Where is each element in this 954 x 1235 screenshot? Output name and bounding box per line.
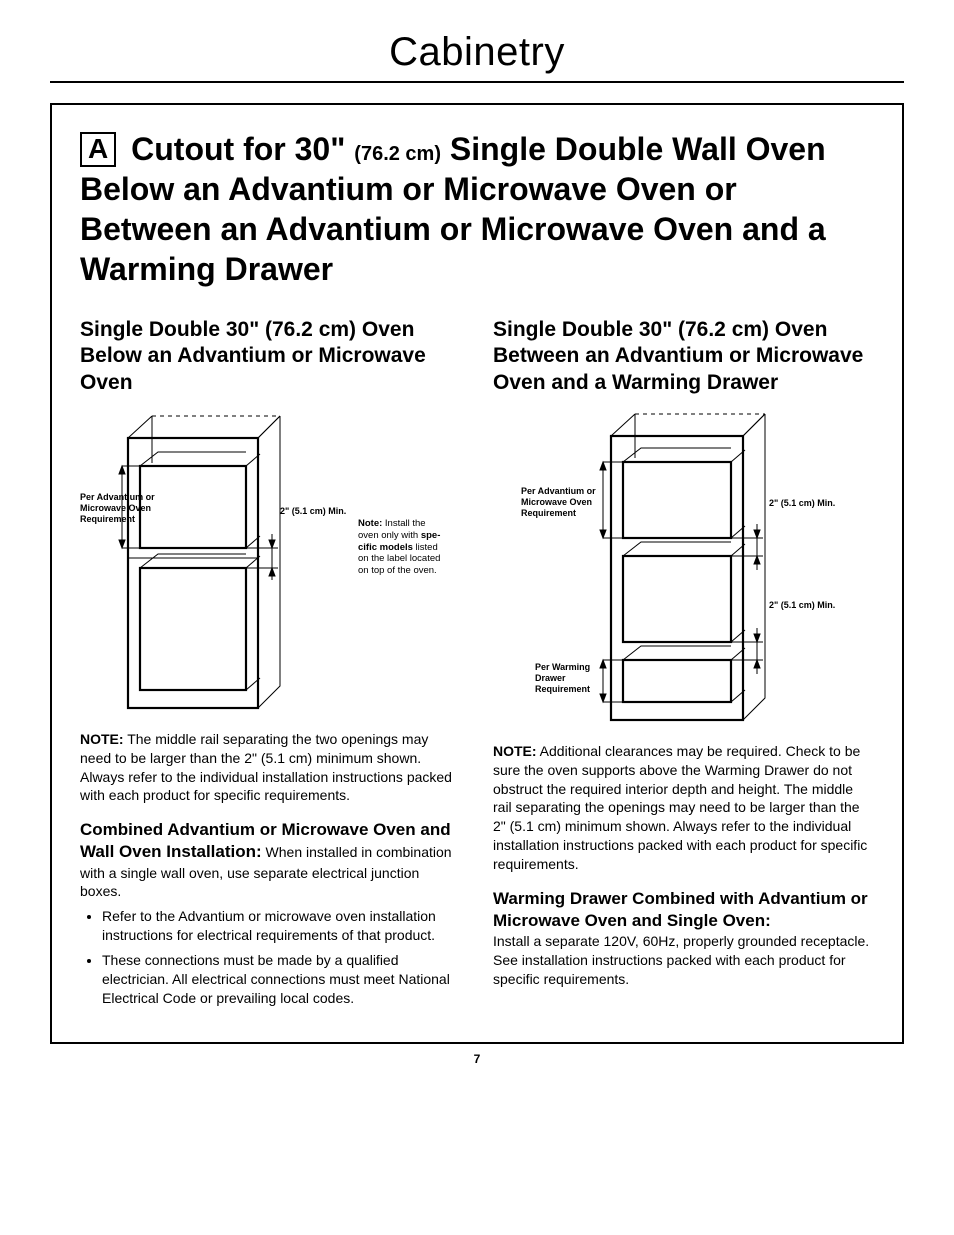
bullet-item: These connections must be made by a qual… [102,951,461,1008]
right-subheading: Single Double 30" (76.2 cm) Oven Between… [493,317,874,396]
left-diag-label3: Requirement [80,514,135,524]
right-diagram: Per Advantium or Microwave Oven Requirem… [493,408,863,728]
heading-part1: Cutout for 30" [131,131,345,167]
right-diagram-wrap: Per Advantium or Microwave Oven Requirem… [493,408,874,728]
left-subheading: Single Double 30" (76.2 cm) Oven Below a… [80,317,461,396]
left-column: Single Double 30" (76.2 cm) Oven Below a… [80,317,461,1014]
left-side-note: Note: Install the oven only with spe­cif… [358,518,448,577]
left-note-text: The middle rail separating the two openi… [80,731,452,804]
r-lab-t2: Microwave Oven [521,497,592,507]
bullet-item: Refer to the Advantium or microwave oven… [102,907,461,945]
r-lab-t1: Per Advantium or [521,486,596,496]
left-diag-label1: Per Advantium or [80,492,155,502]
right-combo-intro: Install a separate 120V, 60Hz, properly … [493,933,869,987]
right-note-text: Additional clearances may be required. C… [493,743,867,872]
r-dim1: 2" (5.1 cm) Min. [769,498,835,508]
page-number: 7 [50,1052,904,1066]
heading-unit: (76.2 cm) [354,143,441,165]
left-note-bold: NOTE: [80,731,124,747]
main-heading: A Cutout for 30" (76.2 cm) Single Double… [80,129,874,289]
side-note-bold: Note: [358,518,382,529]
r-dim2: 2" (5.1 cm) Min. [769,600,835,610]
page-title: Cabinetry [50,30,904,83]
right-note-bold: NOTE: [493,743,537,759]
left-diagram-wrap: Per Advantium or Microwave Oven Requirem… [80,408,461,716]
content-frame: A Cutout for 30" (76.2 cm) Single Double… [50,103,904,1044]
r-lab-b3: Requirement [535,684,590,694]
section-letter: A [80,132,116,167]
r-lab-t3: Requirement [521,508,576,518]
r-lab-b2: Drawer [535,673,566,683]
left-bullets: Refer to the Advantium or microwave oven… [80,907,461,1007]
left-combo: Combined Advantium or Microwave Oven and… [80,819,461,901]
right-combo-head: Warming Drawer Combined with Advantium o… [493,889,868,930]
left-diagram: Per Advantium or Microwave Oven Requirem… [80,408,350,716]
right-combo: Warming Drawer Combined with Advantium o… [493,888,874,989]
r-lab-b1: Per Warming [535,662,590,672]
left-diag-label2: Microwave Oven [80,503,151,513]
left-dim-right: 2" (5.1 cm) Min. [280,506,346,516]
left-note: NOTE: The middle rail separating the two… [80,730,461,806]
right-column: Single Double 30" (76.2 cm) Oven Between… [493,317,874,1014]
right-note: NOTE: Additional clearances may be requi… [493,742,874,874]
